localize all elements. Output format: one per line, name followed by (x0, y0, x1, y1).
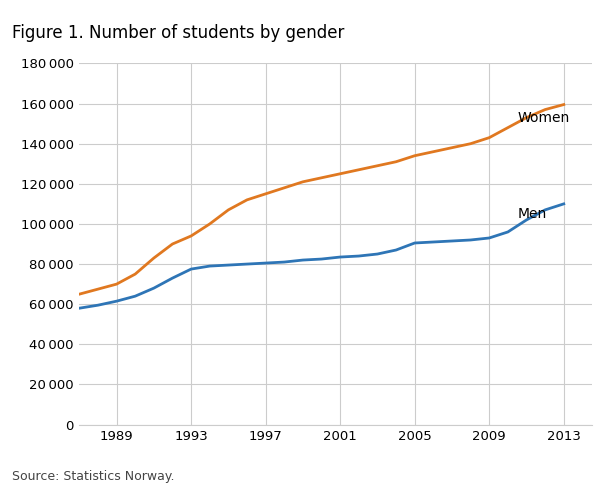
Text: Source: Statistics Norway.: Source: Statistics Norway. (12, 470, 174, 483)
Text: Figure 1. Number of students by gender: Figure 1. Number of students by gender (12, 24, 345, 42)
Text: Men: Men (517, 207, 547, 221)
Text: Women: Women (517, 111, 569, 124)
